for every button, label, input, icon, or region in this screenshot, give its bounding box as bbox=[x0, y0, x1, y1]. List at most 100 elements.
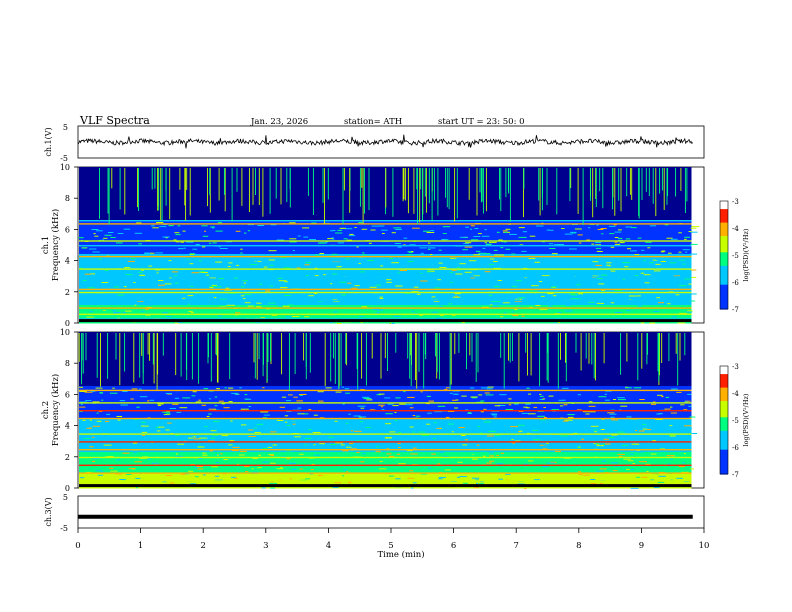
spec1-speckle bbox=[457, 269, 461, 271]
spec1-speckle bbox=[690, 243, 698, 245]
spec1-speckle bbox=[493, 261, 498, 262]
spec1-band bbox=[79, 223, 692, 225]
spec2-speckle bbox=[149, 399, 154, 401]
spec1-speckle bbox=[498, 239, 503, 241]
cbar2-swatch bbox=[720, 441, 728, 445]
cbar2-swatch bbox=[720, 409, 728, 413]
spec1-speckle bbox=[318, 257, 322, 258]
spec2-speckle bbox=[280, 467, 283, 469]
spec1-speckle bbox=[466, 261, 472, 263]
spec1-speckle bbox=[98, 258, 102, 260]
spec1-speckle bbox=[411, 291, 419, 293]
cbar1-swatch bbox=[720, 276, 728, 280]
spec1-speckle bbox=[511, 253, 516, 255]
spec2-speckle bbox=[681, 444, 685, 446]
spec2-speckle bbox=[389, 431, 396, 433]
spec2-speckle bbox=[398, 463, 406, 465]
spec2-speckle bbox=[496, 454, 500, 456]
spec1-speckle bbox=[565, 310, 573, 312]
spec2-speckle bbox=[542, 398, 546, 400]
spec1-speckle bbox=[335, 232, 343, 234]
spec2-speckle bbox=[95, 387, 103, 389]
spec2-speckle bbox=[540, 473, 544, 475]
spec2-speckle bbox=[260, 411, 269, 413]
spec1-speckle bbox=[450, 257, 457, 259]
spec2-speckle bbox=[292, 423, 296, 425]
xtick-label: 3 bbox=[263, 541, 268, 551]
spec2-band bbox=[79, 433, 692, 435]
spec1-speckle bbox=[283, 305, 290, 307]
spec1-band bbox=[79, 291, 692, 294]
spec1-speckle bbox=[420, 272, 423, 274]
spec1-speckle bbox=[441, 239, 449, 241]
spec1-speckle bbox=[521, 311, 525, 313]
spec1-speckle bbox=[349, 290, 352, 292]
spec1-speckle bbox=[240, 248, 243, 250]
spec2-speckle bbox=[518, 411, 524, 412]
spec2-speckle bbox=[286, 425, 291, 426]
spec2-speckle bbox=[165, 424, 173, 426]
spec1-speckle bbox=[596, 271, 600, 273]
spec1-speckle bbox=[644, 282, 650, 284]
spec2-speckle bbox=[228, 444, 233, 446]
spec1-speckle bbox=[189, 254, 195, 255]
spec1-speckle bbox=[503, 280, 508, 282]
spec1-speckle bbox=[551, 229, 554, 231]
spec1-speckle bbox=[450, 281, 453, 283]
spec1-speckle bbox=[336, 266, 342, 268]
spec2-speckle bbox=[325, 387, 332, 389]
spec2-speckle bbox=[147, 400, 150, 402]
spec2-speckle bbox=[130, 398, 134, 400]
spec2-speckle bbox=[115, 473, 123, 475]
spec1-speckle bbox=[564, 233, 573, 235]
cbar1-swatch bbox=[720, 219, 728, 224]
spec1-speckle bbox=[461, 279, 464, 280]
spec1-speckle bbox=[337, 242, 344, 244]
spec1-speckle bbox=[358, 316, 364, 318]
spec1-speckle bbox=[175, 234, 181, 236]
spec2-speckle bbox=[209, 450, 214, 452]
header-date: Jan. 23, 2026 bbox=[250, 117, 308, 127]
spec1-speckle bbox=[456, 280, 461, 282]
spec2-speckle bbox=[444, 388, 448, 390]
spec1-speckle bbox=[233, 277, 239, 279]
spec2-speckle bbox=[418, 431, 426, 433]
spec1-speckle bbox=[173, 239, 177, 241]
spec2-speckle bbox=[376, 446, 380, 448]
spec1-speckle bbox=[130, 258, 136, 260]
spec2-speckle bbox=[269, 462, 276, 464]
spec2-speckle bbox=[206, 416, 210, 417]
spec2-speckle bbox=[561, 387, 569, 389]
spec1-speckle bbox=[423, 230, 430, 232]
spec1-speckle bbox=[218, 282, 223, 284]
spec2-speckle bbox=[172, 403, 179, 405]
spec1-speckle bbox=[649, 322, 656, 324]
spec2-speckle bbox=[574, 430, 581, 432]
spec1-speckle bbox=[391, 232, 396, 234]
spec1-speckle bbox=[451, 314, 456, 316]
spec2-speckle bbox=[434, 411, 442, 413]
spec2-speckle bbox=[665, 396, 670, 398]
spec2-speckle bbox=[658, 413, 663, 415]
spec2-speckle bbox=[80, 403, 83, 405]
spec2-speckle bbox=[333, 427, 340, 429]
spec2-speckle bbox=[560, 405, 564, 407]
spec2-speckle bbox=[664, 408, 671, 410]
spec1-band bbox=[79, 245, 692, 247]
spec1-speckle bbox=[124, 267, 131, 269]
spec2-speckle bbox=[331, 454, 339, 456]
spec1-speckle bbox=[91, 229, 99, 230]
spec2-speckle bbox=[111, 419, 115, 421]
spec1-speckle bbox=[489, 264, 494, 265]
spec1-speckle bbox=[369, 286, 377, 288]
spec1-row bbox=[79, 311, 692, 315]
spec1-row bbox=[79, 248, 692, 252]
spec2-speckle bbox=[156, 438, 163, 440]
spec1-ytick-label: 10 bbox=[60, 163, 70, 172]
spec2-speckle bbox=[220, 453, 223, 455]
spec2-speckle bbox=[263, 414, 270, 416]
spec1-band bbox=[79, 299, 692, 301]
spec2-speckle bbox=[440, 451, 444, 453]
spec1-speckle bbox=[498, 309, 507, 311]
